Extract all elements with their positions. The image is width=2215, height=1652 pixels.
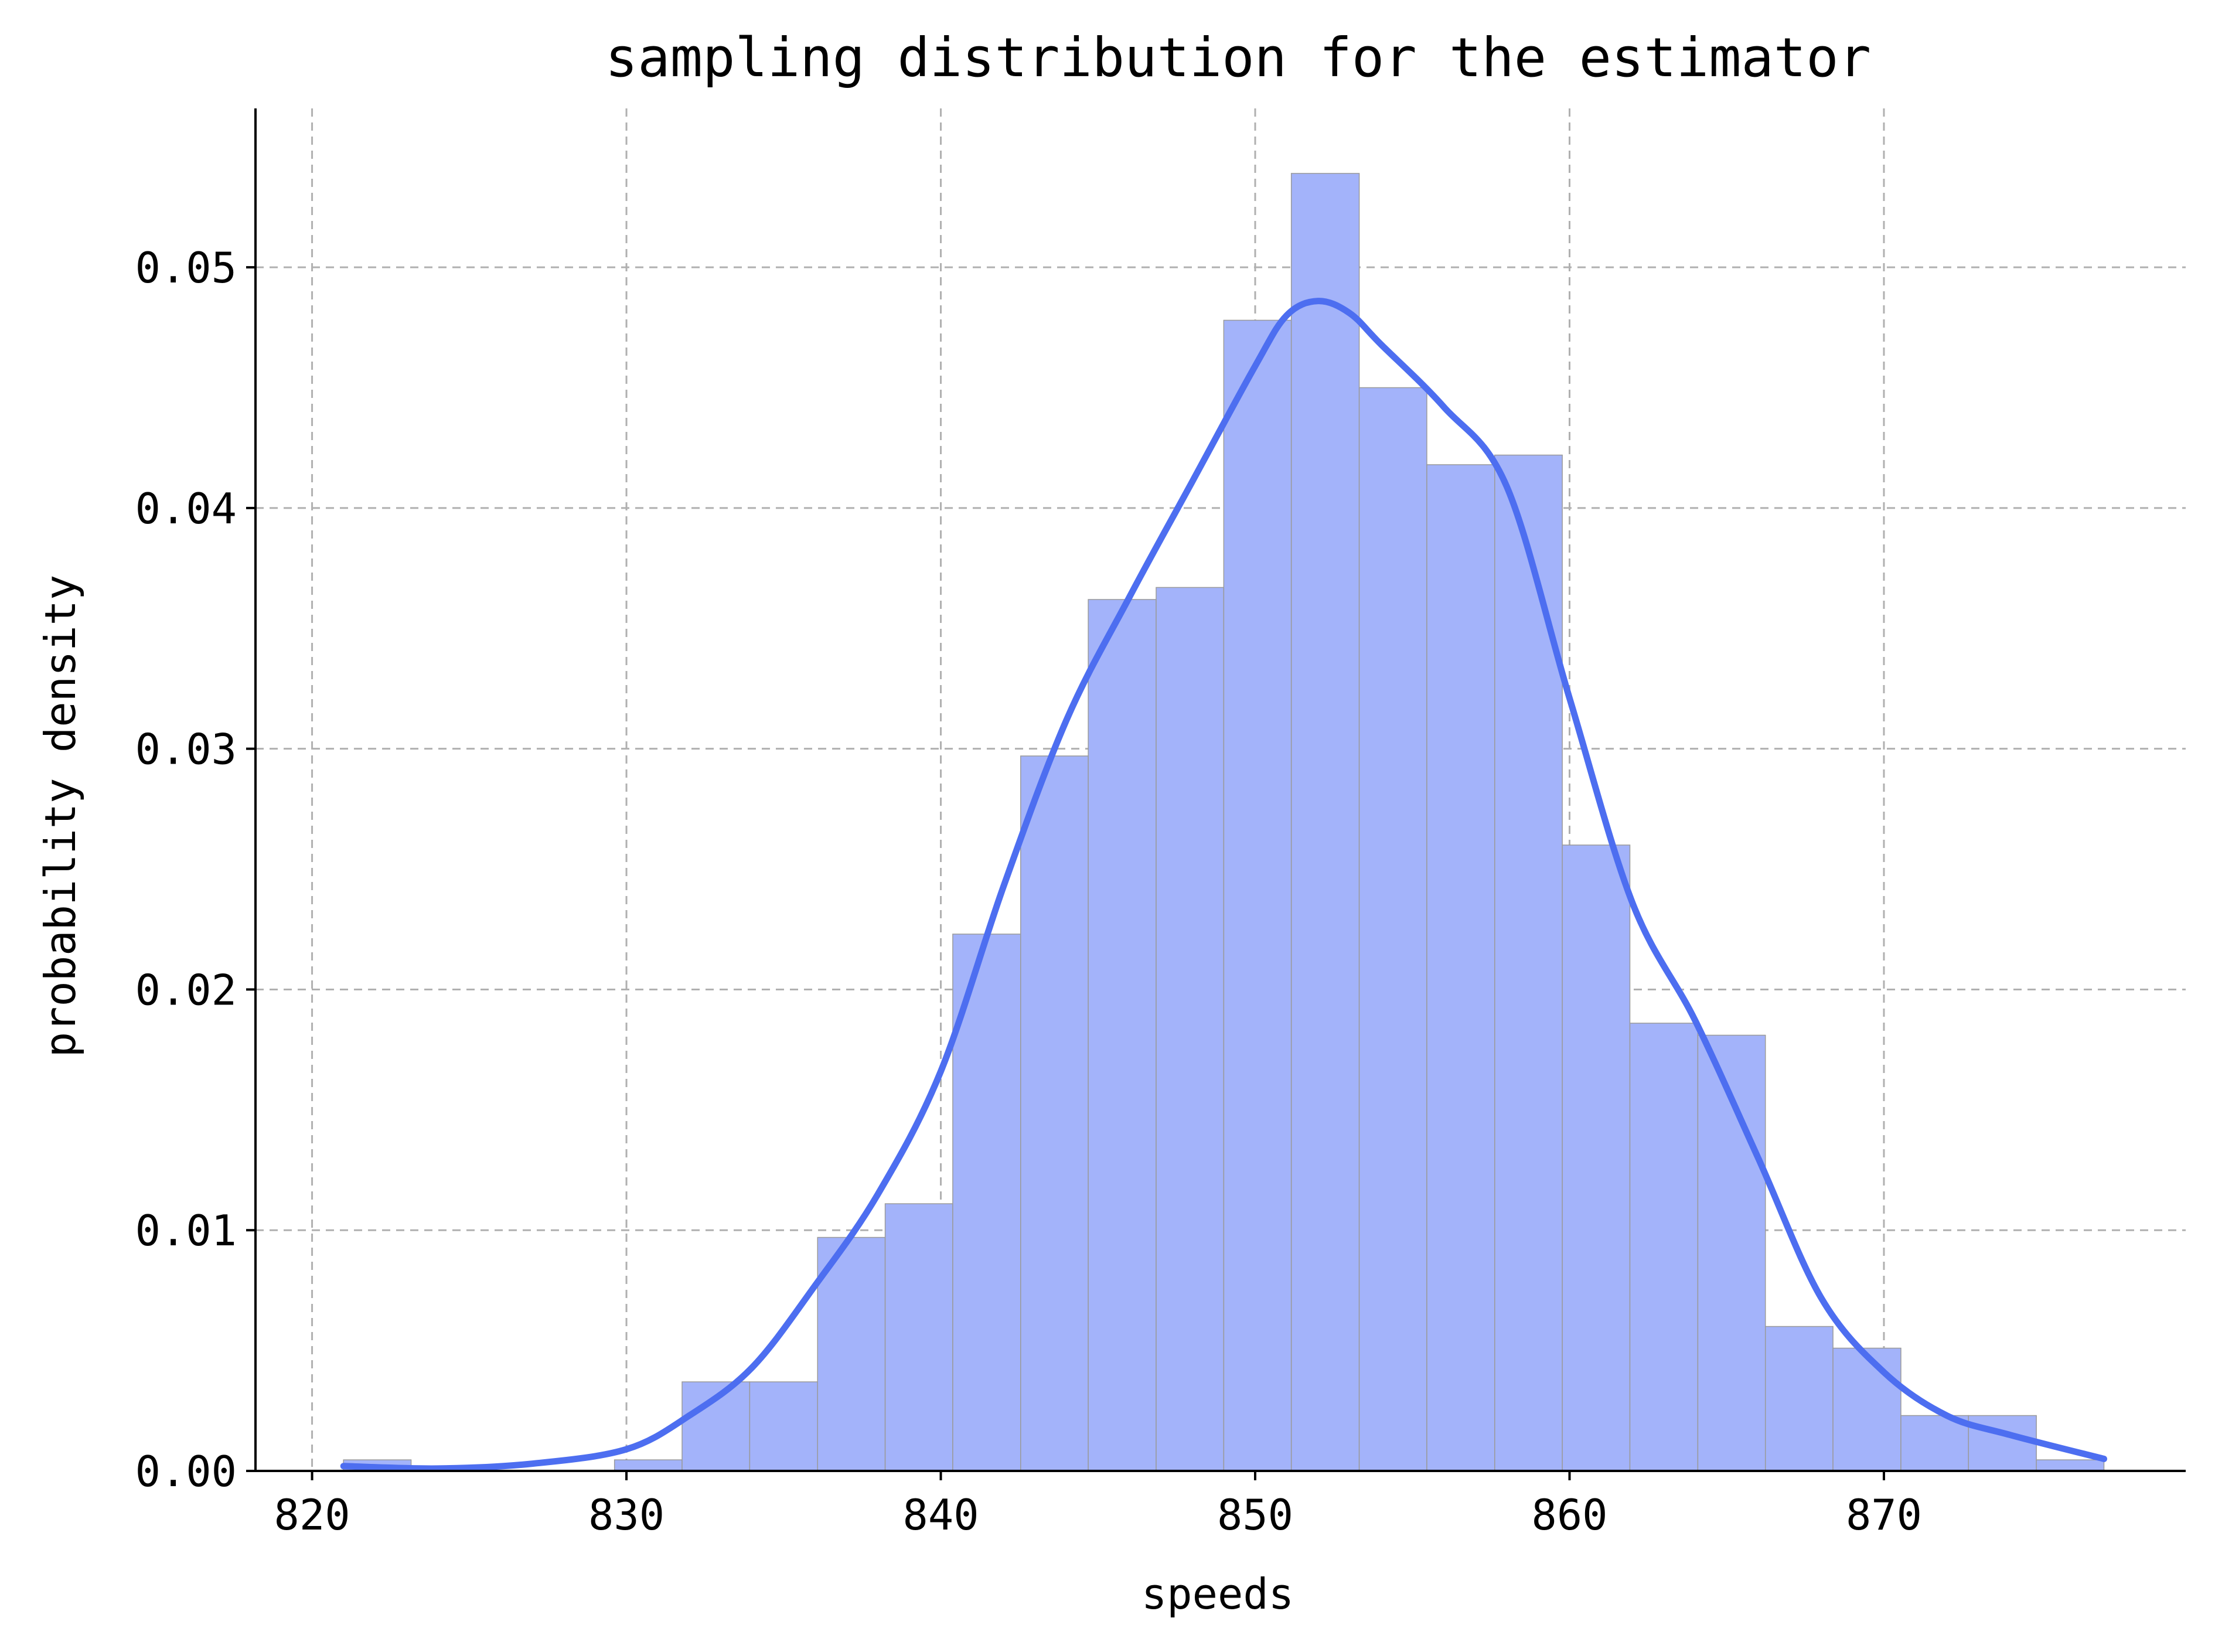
histogram-bar [1358,387,1427,1472]
histogram-bar [1290,173,1360,1472]
histogram-bar [1562,844,1631,1472]
x-tick-label: 850 [1217,1490,1293,1539]
histogram-bar [1088,599,1157,1472]
x-tick-label: 820 [274,1490,350,1539]
histogram-bar [1494,454,1563,1472]
histogram-bar [749,1381,818,1472]
histogram-bar [952,934,1021,1472]
histogram-bar [1020,755,1089,1472]
histogram-bar [1156,587,1225,1472]
histogram-bar [1832,1347,1902,1472]
histogram-bar [1764,1326,1834,1472]
y-tick-label: 0.03 [135,725,237,774]
x-axis-label: speeds [1141,1569,1294,1619]
y-tick-label: 0.00 [135,1447,237,1496]
x-tick-label: 840 [903,1490,979,1539]
histogram-bar [1629,1023,1699,1472]
histogram-bar [2036,1459,2105,1472]
y-tick-label: 0.02 [135,965,237,1014]
kde-curve [340,298,2108,1472]
histogram-bar [1697,1034,1766,1472]
chart-title: sampling distribution for the estimator [605,26,1871,89]
y-tick-label: 0.05 [135,243,237,292]
histogram-bar [884,1203,953,1472]
x-tick-label: 870 [1846,1490,1922,1539]
histogram-bar [614,1459,683,1472]
text-layer: sampling distribution for the estimator … [36,26,1871,1619]
x-tick-label: 830 [588,1490,664,1539]
histogram-bar [1426,464,1495,1472]
kde-layer [340,298,2108,1472]
y-tick-label: 0.01 [135,1206,237,1255]
bars-layer [343,173,2105,1472]
histogram-bar [1223,319,1292,1472]
histogram-bar [817,1237,886,1472]
x-tick-label: 860 [1531,1490,1607,1539]
axes-layer: 820 830 840 850 860 870 0.00 0.01 0.02 0.03 0.04 0.… [135,108,2186,1539]
y-tick-label: 0.04 [135,484,237,533]
y-axis-label: probability density [36,575,85,1058]
